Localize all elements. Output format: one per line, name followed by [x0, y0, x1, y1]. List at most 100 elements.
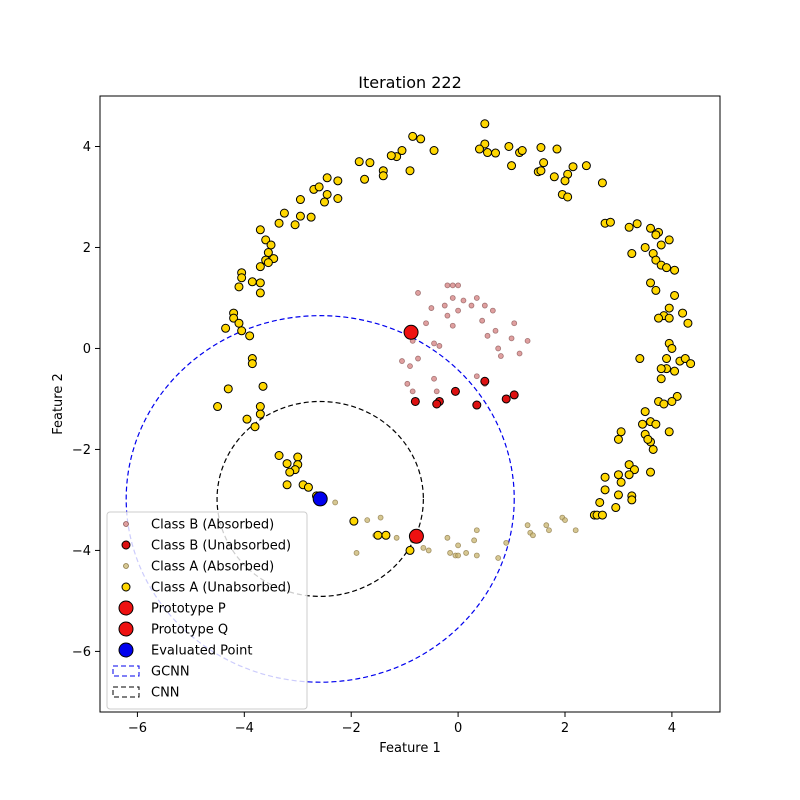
point-class-a-unabsorbed — [613, 470, 623, 480]
legend-marker — [118, 642, 134, 658]
point-class-a-unabsorbed — [504, 141, 514, 151]
point-class-a-unabsorbed — [600, 485, 610, 495]
point-class-b-absorbed — [516, 350, 523, 357]
point-class-a-unabsorbed — [638, 419, 647, 429]
point-class-b-unabsorbed — [480, 376, 490, 386]
point-class-a-absorbed — [425, 547, 432, 554]
point-class-a-absorbed — [546, 527, 552, 534]
point-class-a-unabsorbed — [223, 384, 233, 394]
point-class-a-unabsorbed — [635, 354, 645, 364]
point-class-a-unabsorbed — [629, 465, 639, 475]
plot-area — [125, 119, 696, 683]
point-class-a-unabsorbed — [651, 419, 661, 429]
point-class-a-unabsorbed — [386, 151, 396, 161]
point-class-a-unabsorbed — [263, 258, 273, 268]
point-class-a-unabsorbed — [605, 217, 615, 227]
point-class-a-unabsorbed — [643, 434, 653, 444]
point-class-a-unabsorbed — [670, 290, 680, 300]
point-class-a-unabsorbed — [274, 451, 284, 461]
point-class-a-unabsorbed — [234, 318, 244, 328]
point-class-a-absorbed — [393, 534, 400, 541]
legend-label: Prototype Q — [151, 623, 228, 638]
x-tick-label: −4 — [235, 721, 254, 736]
point-class-a-unabsorbed — [646, 278, 656, 288]
chart-title: Iteration 222 — [358, 73, 462, 92]
point-class-a-unabsorbed — [560, 176, 570, 186]
point-class-a-absorbed — [364, 517, 371, 524]
point-class-a-unabsorbed — [659, 399, 669, 409]
y-axis: −6 −4 −2 0 2 4 — [72, 140, 100, 660]
x-tick-label: 4 — [668, 721, 676, 736]
point-class-b-unabsorbed — [472, 400, 482, 410]
point-class-a-unabsorbed — [613, 434, 623, 444]
legend-marker — [118, 621, 134, 637]
point-class-a-unabsorbed — [397, 146, 407, 156]
legend-marker — [112, 686, 140, 698]
point-class-b-absorbed — [508, 335, 515, 342]
point-class-a-unabsorbed — [664, 313, 674, 323]
point-class-a-absorbed — [572, 527, 579, 534]
point-class-a-unabsorbed — [662, 263, 672, 273]
point-class-a-unabsorbed — [408, 131, 418, 141]
point-class-a-unabsorbed — [354, 157, 364, 167]
point-class-b-absorbed — [415, 290, 421, 296]
point-class-a-unabsorbed — [549, 172, 559, 182]
point-class-a-unabsorbed — [258, 381, 268, 391]
point-class-a-unabsorbed — [322, 189, 332, 199]
point-class-b-absorbed — [497, 353, 504, 359]
point-class-a-unabsorbed — [242, 414, 252, 424]
point-class-a-unabsorbed — [646, 223, 656, 233]
legend-label: Class B (Unabsorbed) — [151, 539, 291, 554]
point-class-b-unabsorbed — [410, 396, 420, 406]
circle-gcnn — [125, 315, 515, 683]
legend-marker — [121, 540, 131, 550]
point-class-a-unabsorbed — [536, 143, 546, 153]
point-class-a-unabsorbed — [680, 354, 690, 364]
point-class-b-absorbed — [399, 358, 405, 364]
y-tick-label: −4 — [72, 544, 91, 559]
point-class-a-unabsorbed — [314, 182, 324, 192]
point-class-b-absorbed — [449, 282, 456, 289]
point-class-b-unabsorbed — [450, 386, 460, 396]
legend-box — [106, 511, 308, 710]
point-class-b-absorbed — [441, 302, 448, 309]
point-class-a-unabsorbed — [656, 374, 666, 384]
point-class-a-absorbed — [524, 522, 531, 529]
legend-label: Class A (Unabsorbed) — [151, 581, 291, 596]
point-class-b-absorbed — [455, 307, 462, 314]
point-class-a-unabsorbed — [319, 197, 329, 207]
x-axis-label: Feature 1 — [379, 741, 441, 756]
point-class-a-absorbed — [495, 555, 502, 561]
point-class-a-absorbed — [353, 550, 360, 556]
point-class-b-absorbed — [455, 282, 462, 289]
legend-label: Class A (Absorbed) — [151, 560, 274, 575]
point-class-a-unabsorbed — [255, 262, 265, 272]
point-class-a-unabsorbed — [266, 240, 276, 250]
point-class-a-unabsorbed — [349, 516, 359, 526]
point-class-a-unabsorbed — [247, 359, 257, 369]
point-class-b-absorbed — [479, 317, 486, 324]
point-class-a-absorbed — [332, 499, 339, 506]
point-class-a-unabsorbed — [483, 148, 492, 158]
point-class-a-unabsorbed — [245, 331, 255, 341]
point-class-a-absorbed — [455, 552, 462, 559]
point-class-b-absorbed — [449, 295, 456, 301]
point-class-a-unabsorbed — [648, 444, 658, 454]
y-tick-label: −2 — [72, 443, 91, 458]
point-class-b-absorbed — [511, 320, 518, 327]
point-class-a-unabsorbed — [686, 359, 696, 369]
point-class-a-unabsorbed — [237, 326, 247, 336]
point-class-a-unabsorbed — [405, 166, 415, 176]
point-class-a-unabsorbed — [664, 427, 674, 437]
point-class-a-unabsorbed — [378, 171, 388, 181]
point-class-a-unabsorbed — [306, 212, 316, 222]
point-class-a-absorbed — [463, 550, 470, 556]
point-class-a-unabsorbed — [507, 161, 517, 171]
point-class-b-absorbed — [407, 363, 413, 370]
point-class-a-unabsorbed — [365, 158, 375, 168]
point-class-a-unabsorbed — [624, 460, 634, 470]
point-class-a-unabsorbed — [293, 452, 303, 462]
point-class-a-unabsorbed — [373, 530, 383, 540]
legend-label: Evaluated Point — [151, 644, 252, 659]
point-class-a-unabsorbed — [295, 211, 305, 221]
